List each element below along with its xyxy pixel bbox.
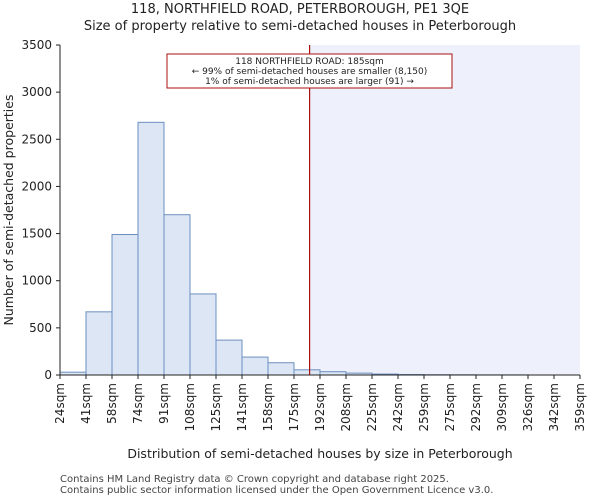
histogram-bar-7 — [241, 356, 269, 376]
x-tick-label-7: 141sqm — [235, 383, 249, 431]
annotation-box — [166, 53, 453, 89]
larger-region-shade — [309, 45, 580, 375]
x-tick-label-2: 58sqm — [105, 383, 119, 424]
x-tick-label-9: 175sqm — [287, 383, 301, 431]
x-tick-label-0: 24sqm — [53, 383, 67, 424]
x-tick-label-19: 342sqm — [547, 383, 561, 431]
annotation-line-2: 1% of semi-detached houses are larger (9… — [205, 77, 414, 87]
x-tick-label-4: 91sqm — [157, 383, 171, 424]
histogram-bar-1 — [85, 311, 113, 376]
x-tick-label-18: 326sqm — [521, 383, 535, 431]
y-axis-label: Number of semi-detached properties — [1, 95, 16, 326]
x-tick-label-8: 158sqm — [261, 383, 275, 431]
y-tick-label-6: 3000 — [21, 85, 52, 99]
x-tick-label-1: 41sqm — [79, 383, 93, 424]
x-tick-label-10: 192sqm — [313, 383, 327, 431]
x-tick-label-6: 125sqm — [209, 383, 223, 431]
x-tick-label-11: 208sqm — [339, 383, 353, 431]
y-tick-label-5: 2500 — [21, 132, 52, 146]
x-tick-label-16: 292sqm — [469, 383, 483, 431]
footer-line-2: Contains public sector information licen… — [60, 485, 494, 496]
y-tick-label-7: 3500 — [21, 38, 52, 52]
x-axis-label: Distribution of semi-detached houses by … — [127, 446, 512, 461]
annotation-line-0: 118 NORTHFIELD ROAD: 185sqm — [235, 57, 384, 67]
histogram-bar-5 — [189, 293, 217, 376]
footer-line-1: Contains HM Land Registry data © Crown c… — [60, 474, 449, 485]
x-tick-label-13: 242sqm — [391, 383, 405, 431]
histogram-bar-2 — [111, 234, 139, 376]
x-tick-label-14: 259sqm — [417, 383, 431, 431]
histogram-bar-3 — [137, 121, 165, 376]
y-tick-label-3: 1500 — [21, 227, 52, 241]
x-tick-label-15: 275sqm — [443, 383, 457, 431]
x-tick-label-3: 74sqm — [131, 383, 145, 424]
x-tick-label-12: 225sqm — [365, 383, 379, 431]
histogram-bar-6 — [215, 339, 243, 376]
x-tick-label-20: 359sqm — [573, 383, 587, 431]
annotation-line-1: ← 99% of semi-detached houses are smalle… — [192, 67, 428, 77]
x-tick-label-5: 108sqm — [183, 383, 197, 431]
y-tick-label-4: 2000 — [21, 179, 52, 193]
histogram-bar-9 — [293, 369, 321, 376]
histogram-bar-4 — [163, 214, 191, 376]
histogram-bar-8 — [267, 362, 295, 376]
y-tick-label-0: 0 — [44, 368, 52, 382]
x-tick-label-17: 309sqm — [495, 383, 509, 431]
chart-subtitle: Size of property relative to semi-detach… — [83, 19, 517, 34]
chart-title: 118, NORTHFIELD ROAD, PETERBOROUGH, PE1 … — [130, 2, 470, 17]
y-tick-label-2: 1000 — [21, 274, 52, 288]
y-tick-label-1: 500 — [29, 321, 52, 335]
